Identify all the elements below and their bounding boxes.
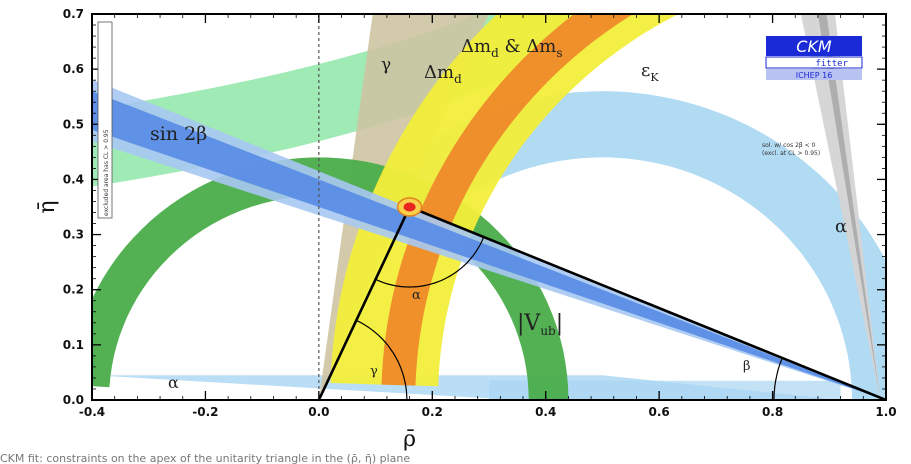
excluded-note: excluded area has CL > 0.95 [103, 129, 110, 216]
apex-contour-inner [403, 202, 416, 212]
logo-main-text: CKM [796, 37, 832, 56]
vub-label: |Vub| [517, 311, 563, 338]
ckm-chart: -0.4 -0.2 0.0 0.2 0.4 0.6 0.8 1.0 0.0 0.1 0.2 0.3 0.… [35, 7, 897, 452]
subscript: ub [540, 324, 556, 338]
sol-note-line2: (excl. at CL > 0.95) [762, 150, 820, 157]
x-tick-label: 0.2 [422, 405, 443, 419]
sin2beta-label: sin 2β [150, 123, 207, 145]
y-tick-label: 0.6 [63, 62, 84, 76]
alpha-region-bottom-2 [489, 380, 841, 400]
y-tick-label: 0.4 [63, 172, 84, 186]
subscript: s [556, 46, 562, 60]
logo-sub-text: fitter [815, 59, 848, 69]
x-tick-label: 0.8 [762, 405, 783, 419]
x-tick-label: 0.4 [535, 405, 556, 419]
beta-angle-label: β [743, 359, 751, 374]
x-tick-label: -0.4 [79, 405, 105, 419]
gamma-angle-label: γ [370, 364, 378, 379]
y-tick-label: 0.5 [63, 117, 84, 131]
subscript: K [650, 71, 659, 84]
subscript: d [491, 46, 499, 60]
excluded-note-box [97, 21, 113, 219]
y-tick-label: 0.0 [63, 393, 84, 407]
alpha-right-label: α [835, 216, 847, 237]
sol-note-line1: sol. w/ cos 2β < 0 [762, 142, 816, 149]
caption: CKM fit: constraints on the apex of the … [0, 452, 411, 464]
gamma-angle-arc [356, 319, 408, 400]
grey-region [800, 14, 881, 400]
beta-angle-arc [773, 357, 783, 400]
dms-label: Δmd & Δms [461, 36, 562, 60]
grey-region-line [817, 14, 881, 400]
alpha-angle-arc [375, 236, 485, 288]
y-tick-label: 0.2 [63, 283, 84, 297]
x-tick-label: 1.0 [875, 405, 896, 419]
y-axis-title: η̄ [35, 200, 60, 213]
x-axis-title: ρ̄ [403, 427, 416, 452]
logo-box-conf [766, 69, 862, 80]
subscript: d [454, 72, 462, 86]
logo-box-main [766, 36, 862, 56]
triangle-side-right [409, 205, 886, 400]
plot-frame [91, 13, 887, 401]
plot-area [92, 14, 886, 400]
x-tick-label: 0.0 [308, 405, 329, 419]
vub-bar: | [556, 311, 563, 336]
gamma-band-label: γ [381, 55, 391, 75]
x-tick-label: -0.2 [192, 405, 218, 419]
sin2beta-region-outer [92, 79, 886, 400]
alpha-bottom-label: α [168, 373, 179, 392]
triangle-side-left [317, 206, 411, 400]
alpha-region-right [400, 91, 886, 400]
dms-region [381, 14, 634, 386]
dms-amp: & Δm [499, 36, 557, 57]
y-tick-label: 0.3 [63, 228, 84, 242]
y-tick-label: 0.1 [63, 338, 84, 352]
y-tick-label: 0.7 [63, 7, 84, 21]
alpha-angle-label: α [412, 288, 421, 303]
x-tick-label: 0.6 [649, 405, 670, 419]
logo-box-sub [765, 56, 863, 69]
logo-conf-text: ICHEP 16 [796, 71, 833, 80]
